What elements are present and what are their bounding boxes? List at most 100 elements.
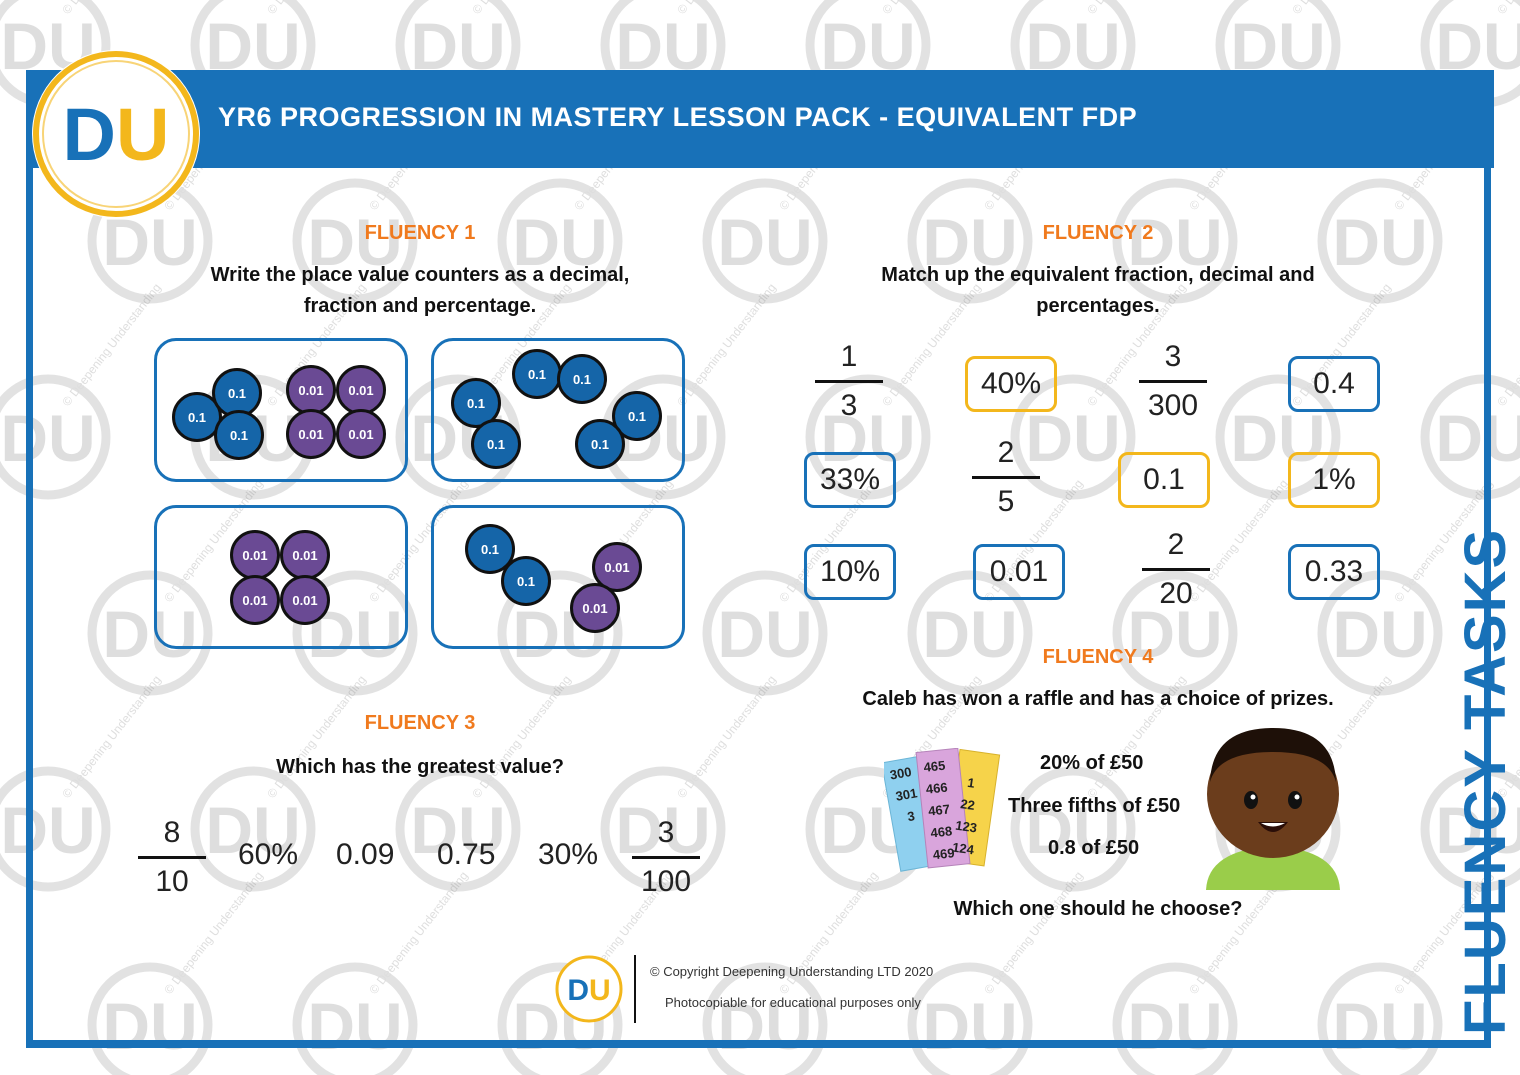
photocopiable-note: Photocopiable for educational purposes o…	[665, 995, 921, 1010]
watermark-logo: DU	[102, 989, 197, 1063]
boy-character-icon	[1206, 728, 1340, 890]
watermark-logo: DU	[1435, 401, 1520, 475]
counter-tenth: 0.1	[471, 419, 521, 469]
fluency-2-label: FLUENCY 2	[1042, 222, 1154, 244]
watermark-logo: DU	[1332, 989, 1427, 1063]
watermark-logo: DU	[1127, 989, 1222, 1063]
watermark-mark: DU© Deepening Understanding	[1420, 281, 1520, 500]
match-card[interactable]: 10%	[804, 544, 896, 600]
ticket-number: 469	[932, 845, 955, 862]
fraction-two-twentieths: 2 20	[1136, 528, 1216, 611]
footer-divider	[634, 955, 636, 1023]
fraction-denominator: 10	[155, 865, 189, 898]
match-card[interactable]: 0.4	[1288, 356, 1380, 412]
header-bar	[26, 70, 1494, 168]
watermark-text: © Deepening Understanding	[469, 0, 573, 17]
fluency-1-label: FLUENCY 1	[364, 222, 476, 244]
counter-tenth: 0.1	[557, 354, 607, 404]
match-card[interactable]: 1%	[1288, 452, 1380, 508]
watermark-text: © Deepening Understanding	[1494, 0, 1520, 17]
watermark-text: © Deepening Understanding	[264, 0, 368, 17]
fraction-numerator: 3	[1164, 340, 1182, 373]
counter-hundredth: 0.01	[570, 583, 620, 633]
watermark-logo: DU	[0, 793, 95, 867]
fraction-denominator: 300	[1147, 389, 1199, 422]
fluency-1-instruction-line1: Write the place value counters as a deci…	[210, 264, 630, 286]
watermark-text: © Deepening Understanding	[879, 0, 983, 17]
watermark-text: © Deepening Understanding	[674, 0, 778, 17]
counter-tenth: 0.1	[575, 419, 625, 469]
counter-hundredth: 0.01	[230, 575, 280, 625]
fraction-numerator: 2	[997, 436, 1015, 469]
frame-bottom	[26, 1040, 1491, 1048]
ticket-number: 1	[966, 775, 975, 791]
fluency-3-label: FLUENCY 3	[364, 712, 476, 734]
compare-value: 0.09	[336, 838, 395, 871]
fraction-denominator: 100	[640, 865, 692, 898]
fraction-numerator: 8	[163, 816, 181, 849]
watermark-logo: DU	[717, 597, 812, 671]
counter-hundredth: 0.01	[230, 530, 280, 580]
match-card[interactable]: 40%	[965, 356, 1057, 412]
footer-du-logo: DU	[555, 955, 623, 1023]
compare-value: 30%	[538, 838, 599, 871]
compare-value: 60%	[238, 838, 299, 871]
fraction-three-hundredths: 3 100	[626, 816, 706, 899]
fraction-denominator: 5	[997, 485, 1015, 518]
ticket-number: 3	[906, 808, 916, 824]
compare-value: 0.75	[437, 838, 496, 871]
watermark-logo: DU	[1332, 597, 1427, 671]
ticket-number: 124	[951, 839, 975, 857]
counter-box-4	[431, 505, 685, 649]
ticket-number: 465	[923, 758, 946, 775]
raffle-tickets-icon: 300 301 3 1 22 123 124 465 466 467 468 4…	[884, 748, 1001, 872]
counter-tenth: 0.1	[501, 556, 551, 606]
counter-tenth: 0.1	[465, 524, 515, 574]
frame-left	[26, 168, 33, 1048]
ticket-number: 22	[959, 796, 975, 813]
watermark-logo: DU	[922, 989, 1017, 1063]
frame-right	[1484, 168, 1491, 1048]
match-card[interactable]: 0.01	[973, 544, 1065, 600]
fraction-numerator: 2	[1167, 528, 1185, 561]
watermark-text: © Deepening Understanding	[981, 869, 1085, 997]
counter-hundredth: 0.01	[336, 365, 386, 415]
page-title: YR6 PROGRESSION IN MASTERY LESSON PACK -…	[218, 102, 1138, 132]
fluency-2-instruction: Match up the equivalent fraction, decima…	[798, 260, 1398, 322]
counter-box-1	[154, 338, 408, 482]
fluency-1-instruction: Write the place value counters as a deci…	[120, 260, 720, 322]
counter-hundredth: 0.01	[280, 530, 330, 580]
ticket-number: 300	[889, 764, 913, 783]
du-logo: DU	[32, 50, 200, 218]
watermark-logo: DU	[0, 401, 95, 475]
counter-box-2	[431, 338, 685, 482]
svg-text:DU: DU	[567, 974, 610, 1007]
match-card[interactable]: 33%	[804, 452, 896, 508]
ticket-number: 301	[894, 785, 918, 804]
fraction-numerator: 1	[840, 340, 858, 373]
match-card[interactable]: 0.1	[1118, 452, 1210, 508]
fluency-4-question: Which one should he choose?	[953, 898, 1243, 920]
counter-hundredth: 0.01	[336, 409, 386, 459]
watermark-logo: DU	[307, 989, 402, 1063]
watermark-text: © Deepening Understanding	[1494, 281, 1520, 409]
prize-option: Three fifths of £50	[1008, 795, 1181, 817]
fluency-3-instruction: Which has the greatest value?	[276, 756, 564, 778]
copyright-text: © Copyright Deepening Understanding LTD …	[650, 964, 934, 979]
side-title-fluency-tasks: FLUENCY TASKS	[1453, 527, 1518, 1035]
counter-hundredth: 0.01	[280, 575, 330, 625]
fraction-numerator: 3	[657, 816, 675, 849]
counter-tenth: 0.1	[214, 410, 264, 460]
fraction-eight-tenths: 8 10	[132, 816, 212, 899]
fluency-4-label: FLUENCY 4	[1042, 646, 1154, 668]
counter-box-3	[154, 505, 408, 649]
prize-option: 20% of £50	[1040, 752, 1144, 774]
fraction-denominator: 3	[840, 389, 858, 422]
watermark-text: © Deepening Understanding	[1084, 0, 1188, 17]
counter-hundredth: 0.01	[286, 409, 336, 459]
match-card[interactable]: 0.33	[1288, 544, 1380, 600]
fraction-three-hundredths: 3 300	[1133, 340, 1213, 423]
fluency-2-instruction-line1: Match up the equivalent fraction, decima…	[881, 264, 1315, 286]
